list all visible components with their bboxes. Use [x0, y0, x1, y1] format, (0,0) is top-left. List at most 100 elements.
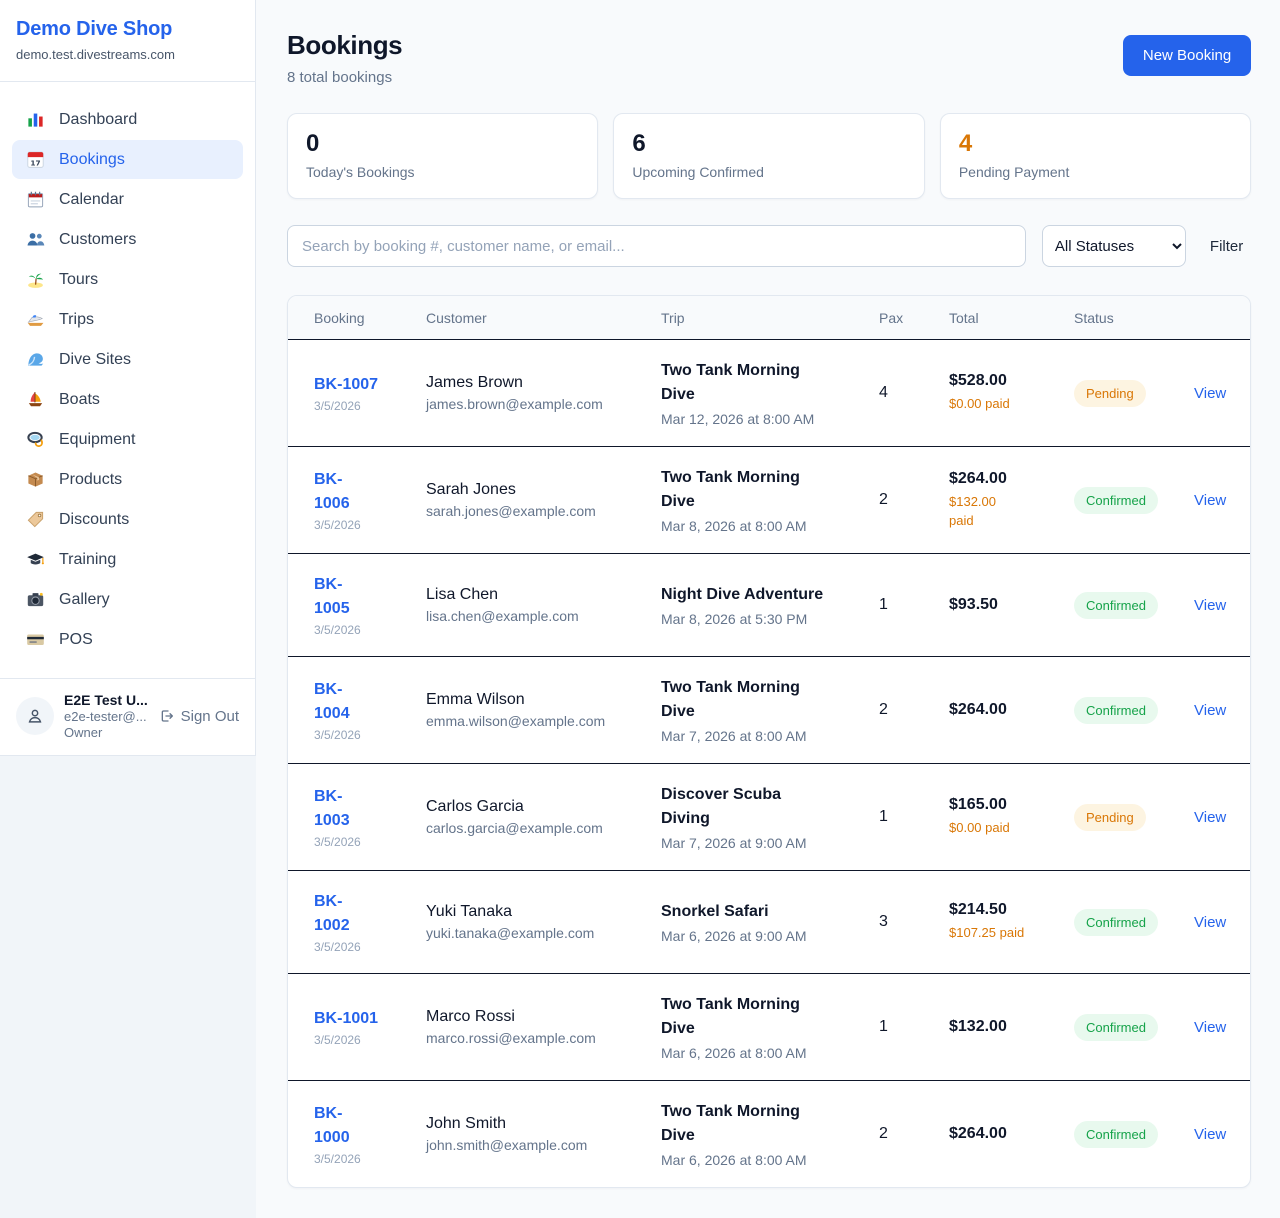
stat-card: 4 Pending Payment [939, 113, 1252, 199]
trip-name: Two Tank Morning Dive [661, 996, 800, 1037]
view-link[interactable]: View [1194, 1018, 1227, 1036]
sidebar-item-label: Boats [59, 390, 100, 408]
sidebar-item-equipment[interactable]: Equipment [12, 420, 243, 459]
trip-cell: Two Tank Morning Dive Mar 7, 2026 at 8:00… [661, 676, 879, 744]
page-header: Bookings 8 total bookings New Booking [287, 30, 1252, 86]
customer-email: yuki.tanaka@example.com [426, 925, 595, 941]
booking-id-link[interactable]: BK- 1006 [314, 471, 350, 512]
sidebar-item-trips[interactable]: Trips [12, 300, 243, 339]
sidebar-item-customers[interactable]: Customers [12, 220, 243, 259]
trip-datetime: Mar 12, 2026 at 8:00 AM [661, 411, 815, 427]
view-link[interactable]: View [1194, 1125, 1227, 1143]
sidebar-item-boats[interactable]: Boats [12, 380, 243, 419]
booking-id-link[interactable]: BK- 1005 [314, 576, 350, 617]
customer-name: Sarah Jones [426, 481, 516, 498]
booking-date: 3/5/2026 [314, 940, 361, 954]
total-cell: $264.00 [949, 701, 1074, 719]
sidebar-item-gallery[interactable]: Gallery [12, 580, 243, 619]
sidebar-header: Demo Dive Shop demo.test.divestreams.com [0, 0, 255, 82]
table-header-row: Booking Customer Trip Pax Total Status [288, 296, 1251, 340]
column-header-total: Total [949, 309, 979, 326]
view-link[interactable]: View [1194, 596, 1227, 614]
customer-cell: Sarah Jones sarah.jones@example.com [426, 481, 661, 519]
table-row: BK- 1002 3/5/2026 Yuki Tanaka yuki.tanaka@e… [288, 870, 1251, 973]
sidebar-item-calendar[interactable]: Calendar [12, 180, 243, 219]
status-badge: Confirmed [1074, 908, 1158, 936]
total-amount: $132.00 [949, 1018, 1007, 1035]
column-header-trip: Trip [661, 309, 685, 326]
customer-cell: Yuki Tanaka yuki.tanaka@example.com [426, 903, 661, 941]
sidebar-item-bookings[interactable]: 17 Bookings [12, 140, 243, 179]
status-cell: Confirmed [1074, 908, 1194, 936]
booking-date: 3/5/2026 [314, 1033, 361, 1047]
view-cell: View [1194, 702, 1226, 719]
customer-email: emma.wilson@example.com [426, 713, 606, 729]
trip-datetime: Mar 6, 2026 at 8:00 AM [661, 1152, 807, 1168]
booking-id-link[interactable]: BK- 1003 [314, 788, 350, 829]
status-badge: Confirmed [1074, 1013, 1158, 1041]
shop-domain: demo.test.divestreams.com [16, 47, 175, 62]
view-link[interactable]: View [1194, 384, 1227, 402]
booking-id-link[interactable]: BK- 1002 [314, 893, 350, 934]
sidebar-item-tours[interactable]: Tours [12, 260, 243, 299]
status-badge: Pending [1074, 379, 1146, 407]
paid-amount: $0.00 paid [949, 820, 1010, 836]
customer-name: James Brown [426, 374, 523, 391]
booking-date: 3/5/2026 [314, 399, 361, 413]
new-booking-button[interactable]: New Booking [1122, 35, 1252, 76]
booking-id-link[interactable]: BK- 1004 [314, 681, 350, 722]
sidebar-item-discounts[interactable]: Discounts [12, 500, 243, 539]
status-cell: Confirmed [1074, 1013, 1194, 1041]
sidebar-item-label: Dive Sites [59, 350, 132, 368]
sign-out-button[interactable]: Sign Out [159, 708, 239, 725]
booking-date: 3/5/2026 [314, 728, 361, 742]
view-link[interactable]: View [1194, 701, 1227, 719]
users-icon [26, 230, 45, 249]
calendar-17-icon: 17 [26, 150, 45, 169]
view-link[interactable]: View [1194, 808, 1227, 826]
pax-value: 1 [879, 1018, 888, 1035]
table-row: BK- 1005 3/5/2026 Lisa Chen lisa.chen@examp… [288, 553, 1251, 656]
sidebar-item-label: Tours [59, 270, 99, 288]
total-cell: $528.00 $0.00 paid [949, 372, 1074, 414]
total-cell: $264.00 $132.00 paid [949, 470, 1074, 531]
booking-cell: BK-1007 3/5/2026 [314, 373, 426, 413]
view-link[interactable]: View [1194, 913, 1227, 931]
status-select[interactable]: All Statuses [1041, 225, 1186, 267]
customer-email: lisa.chen@example.com [426, 608, 579, 624]
sidebar-item-label: POS [59, 630, 93, 648]
pax-value: 1 [879, 808, 888, 825]
trip-name: Two Tank Morning Dive [661, 469, 800, 510]
booking-id-link[interactable]: BK-1007 [314, 376, 379, 393]
status-badge: Confirmed [1074, 486, 1158, 514]
sidebar-item-label: Customers [59, 230, 137, 248]
trip-cell: Two Tank Morning Dive Mar 6, 2026 at 8:00… [661, 993, 879, 1061]
customer-name: Yuki Tanaka [426, 903, 512, 920]
sidebar-item-dashboard[interactable]: Dashboard [12, 100, 243, 139]
trip-cell: Night Dive Adventure Mar 8, 2026 at 5:30 … [661, 583, 879, 627]
sidebar-item-training[interactable]: Training [12, 540, 243, 579]
booking-id-link[interactable]: BK- 1000 [314, 1105, 350, 1146]
user-role: Owner [64, 725, 103, 740]
filter-button[interactable]: Filter [1202, 238, 1251, 255]
trip-datetime: Mar 6, 2026 at 8:00 AM [661, 1045, 807, 1061]
booking-date: 3/5/2026 [314, 623, 361, 637]
sidebar-item-pos[interactable]: POS [12, 620, 243, 659]
view-link[interactable]: View [1194, 491, 1227, 509]
search-input[interactable] [287, 225, 1026, 267]
trip-name: Two Tank Morning Dive [661, 362, 800, 403]
avatar [16, 697, 54, 735]
view-cell: View [1194, 492, 1226, 509]
sidebar-item-products[interactable]: Products [12, 460, 243, 499]
paid-amount: $107.25 paid [949, 925, 1025, 941]
pax-value: 3 [879, 913, 888, 930]
trip-cell: Two Tank Morning Dive Mar 8, 2026 at 8:00… [661, 466, 879, 534]
booking-id-link[interactable]: BK-1001 [314, 1010, 379, 1027]
shop-name: Demo Dive Shop [16, 18, 173, 40]
customer-name: Carlos Garcia [426, 798, 524, 815]
main-content: Bookings 8 total bookings New Booking 0 T… [256, 0, 1280, 1218]
sidebar-item-dive-sites[interactable]: Dive Sites [12, 340, 243, 379]
total-amount: $93.50 [949, 596, 998, 613]
trip-datetime: Mar 8, 2026 at 8:00 AM [661, 518, 807, 534]
user-email: e2e-tester@... [64, 709, 147, 724]
